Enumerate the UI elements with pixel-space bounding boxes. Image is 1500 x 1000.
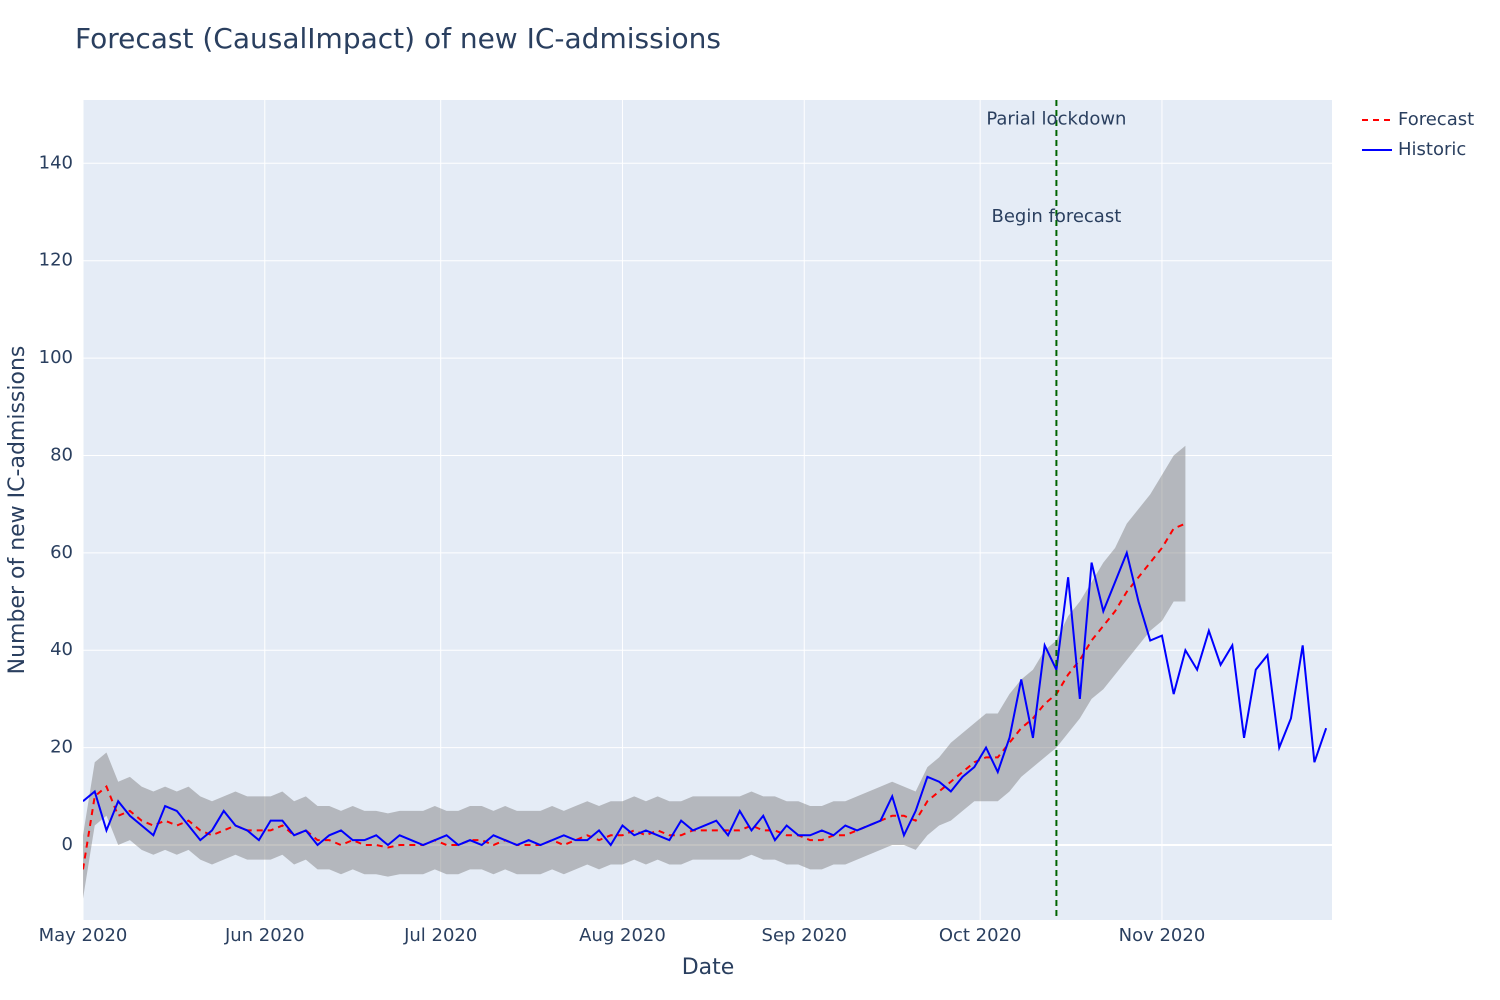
chart-title: Forecast (CausalImpact) of new IC-admiss… bbox=[75, 22, 721, 55]
y-tick-label: 100 bbox=[39, 347, 73, 368]
y-tick-label: 120 bbox=[39, 250, 73, 271]
x-tick-label: Aug 2020 bbox=[579, 925, 666, 946]
legend-label: Historic bbox=[1398, 139, 1466, 160]
y-tick-label: 140 bbox=[39, 152, 73, 173]
x-tick-label: Jul 2020 bbox=[403, 925, 477, 946]
y-tick-label: 80 bbox=[50, 444, 73, 465]
series-line bbox=[83, 549, 1328, 847]
x-tick-label: Jun 2020 bbox=[224, 925, 305, 946]
y-tick-label: 20 bbox=[50, 737, 73, 758]
x-tick-label: Oct 2020 bbox=[939, 925, 1022, 946]
labels: 0 20 40 60 80 100 120 140 May 2020 Jun 2020 Jul 20… bbox=[39, 108, 1475, 946]
annotation: Begin forecast bbox=[992, 206, 1122, 227]
y-tick-label: 40 bbox=[50, 639, 73, 660]
x-tick-label: Nov 2020 bbox=[1119, 925, 1206, 946]
legend-label: Forecast bbox=[1398, 109, 1474, 130]
y-tick-label: 0 bbox=[62, 834, 73, 855]
x-tick-label: Sep 2020 bbox=[762, 925, 847, 946]
annotation: Parial lockdown bbox=[986, 108, 1126, 129]
x-tick-label: May 2020 bbox=[39, 925, 128, 946]
x-axis-title: Date bbox=[682, 955, 735, 980]
y-axis-title: Number of new IC-admissions bbox=[5, 346, 30, 675]
marks bbox=[83, 100, 1328, 920]
grid bbox=[82, 100, 1332, 920]
y-tick-label: 60 bbox=[50, 542, 73, 563]
plot-area bbox=[83, 100, 1332, 920]
confidence-band bbox=[83, 445, 1186, 899]
